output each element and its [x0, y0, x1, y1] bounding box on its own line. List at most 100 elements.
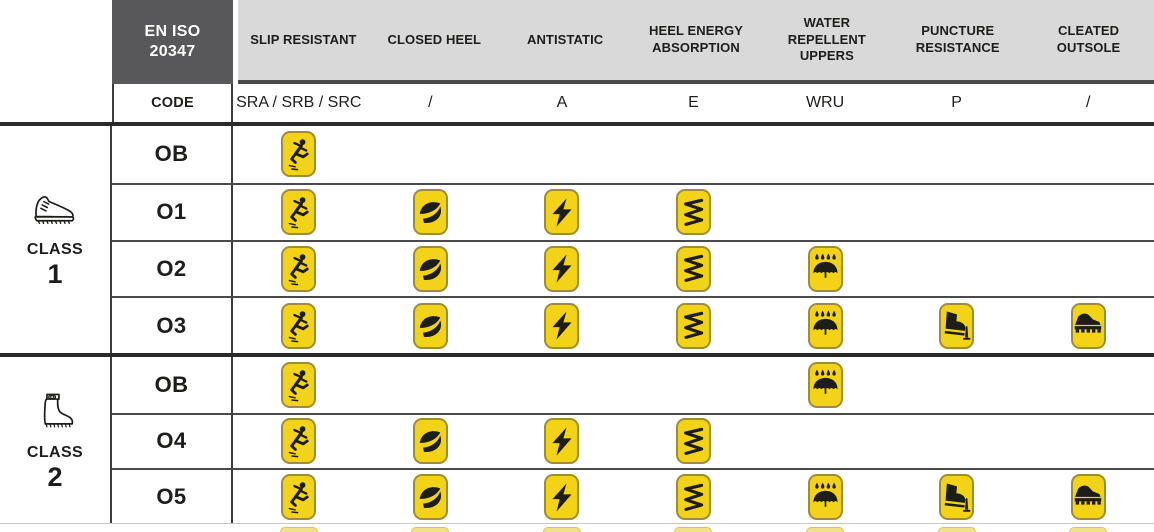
cell-O2-closed-heel [364, 239, 497, 297]
row-code-O5: O5 [112, 468, 233, 524]
water-repellent-uppers-pictogram [807, 245, 843, 292]
cell-O3-antistatic [496, 296, 628, 353]
cell-O5-closed-heel [364, 468, 497, 524]
closed-heel-pictogram [412, 302, 448, 349]
cell-O4-puncture-resistance [890, 412, 1023, 469]
water-repellent-uppers-pictogram [807, 302, 843, 349]
column-header-antistatic: ANTISTATIC [526, 31, 604, 47]
cell-OB-water-repellent-uppers [759, 357, 891, 413]
antistatic-pictogram [544, 418, 580, 465]
slip-resistant-pictogram [281, 189, 317, 236]
separator-class1-class2 [0, 353, 1154, 357]
cell-O5-cleated-outsole [1022, 468, 1154, 524]
column-header-water-repellent-uppers: WATER REPELLENT UPPERS [787, 14, 866, 64]
slip-resistant-pictogram [281, 131, 317, 178]
cell-O1-water-repellent-uppers [759, 182, 891, 240]
water-repellent-uppers-pictogram [807, 474, 843, 521]
cell-OB-cleated-outsole [1022, 126, 1154, 183]
cutoff-icon-sliver [674, 527, 713, 532]
cell-OB-heel-energy-absorption [628, 357, 760, 413]
cell-O3-puncture-resistance [890, 296, 1023, 353]
separator-header-body [0, 122, 1154, 126]
cell-O5-water-repellent-uppers [759, 468, 891, 524]
cell-OB-heel-energy-absorption [628, 126, 760, 183]
heel-energy-absorption-pictogram [675, 474, 711, 521]
cleated-outsole-pictogram [1070, 302, 1106, 349]
cell-O4-antistatic [496, 412, 628, 469]
cell-OB-cleated-outsole [1022, 357, 1154, 413]
class-label: CLASS [26, 241, 84, 259]
cutoff-icon-sliver [1069, 527, 1108, 532]
table-bottom-line [0, 523, 1154, 524]
class-label: CLASS [26, 444, 84, 462]
class-2-section: CLASS 2 OB O4 O5 [0, 357, 1154, 524]
cell-OB-closed-heel [365, 126, 497, 183]
cell-O1-cleated-outsole [1022, 182, 1154, 240]
cell-O5-puncture-resistance [890, 468, 1023, 524]
cell-O4-slip-resistant [233, 412, 365, 469]
slip-resistant-pictogram [281, 418, 317, 465]
cutoff-next-row [0, 527, 1154, 532]
class-number: 1 [47, 259, 63, 290]
cell-O2-water-repellent-uppers [759, 239, 891, 297]
column-code-antistatic: A [556, 94, 568, 111]
closed-heel-pictogram [412, 189, 448, 236]
class-1-cell: CLASS 1 [0, 126, 112, 353]
cell-O3-water-repellent-uppers [759, 296, 891, 353]
cutoff-icon-sliver [542, 527, 581, 532]
class-1-section: CLASS 1 OB O1 O2 O3 [0, 126, 1154, 353]
code-row-label: CODE [112, 84, 233, 122]
cell-O1-closed-heel [364, 182, 497, 240]
cell-O3-slip-resistant [233, 296, 365, 353]
cutoff-icon-sliver [279, 527, 318, 532]
cutoff-icon-sliver [937, 527, 976, 532]
row-code-O4: O4 [112, 412, 233, 469]
cell-O3-cleated-outsole [1022, 296, 1154, 353]
slip-resistant-pictogram [281, 361, 317, 408]
cell-O3-closed-heel [364, 296, 497, 353]
cleated-outsole-pictogram [1070, 474, 1106, 521]
row-code-OB: OB [112, 357, 233, 413]
column-header-closed-heel: CLOSED HEEL [387, 31, 482, 47]
cell-O2-cleated-outsole [1022, 239, 1154, 297]
antistatic-pictogram [544, 245, 580, 292]
cell-O1-slip-resistant [233, 182, 365, 240]
cell-O2-antistatic [496, 239, 628, 297]
cutoff-icon-sliver [806, 527, 845, 532]
antistatic-pictogram [544, 474, 580, 521]
class-2-cell: CLASS 2 [0, 357, 112, 524]
row-code-O1: O1 [112, 182, 233, 240]
cell-OB-water-repellent-uppers [759, 126, 891, 183]
code-row-spacer [0, 84, 112, 122]
closed-heel-pictogram [412, 474, 448, 521]
antistatic-pictogram [544, 302, 580, 349]
cell-O2-slip-resistant [233, 239, 365, 297]
cell-O1-puncture-resistance [890, 182, 1023, 240]
puncture-resistance-pictogram [939, 474, 975, 521]
antistatic-pictogram [544, 189, 580, 236]
column-code-puncture-resistance: P [951, 94, 962, 111]
column-header-heel-energy-absorption: HEEL ENERGY ABSORPTION [648, 23, 744, 55]
standard-name-line1: EN ISO [144, 23, 201, 41]
column-code-cleated-outsole: / [1085, 94, 1091, 111]
row-code-OB: OB [112, 126, 233, 183]
cell-O1-antistatic [496, 182, 628, 240]
cell-O2-heel-energy-absorption [627, 239, 760, 297]
cell-O4-water-repellent-uppers [759, 412, 891, 469]
row-code-O2: O2 [112, 239, 233, 297]
cell-OB-closed-heel [365, 357, 497, 413]
cell-O4-cleated-outsole [1022, 412, 1154, 469]
standard-name-line2: 20347 [149, 43, 196, 60]
column-code-heel-energy-absorption: E [688, 94, 699, 111]
puncture-resistance-pictogram [939, 302, 975, 349]
heel-energy-absorption-pictogram [675, 245, 711, 292]
low-shoe-icon [31, 192, 79, 234]
cell-OB-slip-resistant [233, 357, 365, 413]
column-header-slip-resistant: SLIP RESISTANT [250, 31, 357, 47]
cutoff-icon-sliver [411, 527, 450, 532]
heel-energy-absorption-pictogram [675, 189, 711, 236]
standard-name-box: EN ISO 20347 [112, 0, 233, 84]
column-header-puncture-resistance: PUNCTURE RESISTANCE [915, 23, 1000, 55]
cell-O4-closed-heel [364, 412, 497, 469]
